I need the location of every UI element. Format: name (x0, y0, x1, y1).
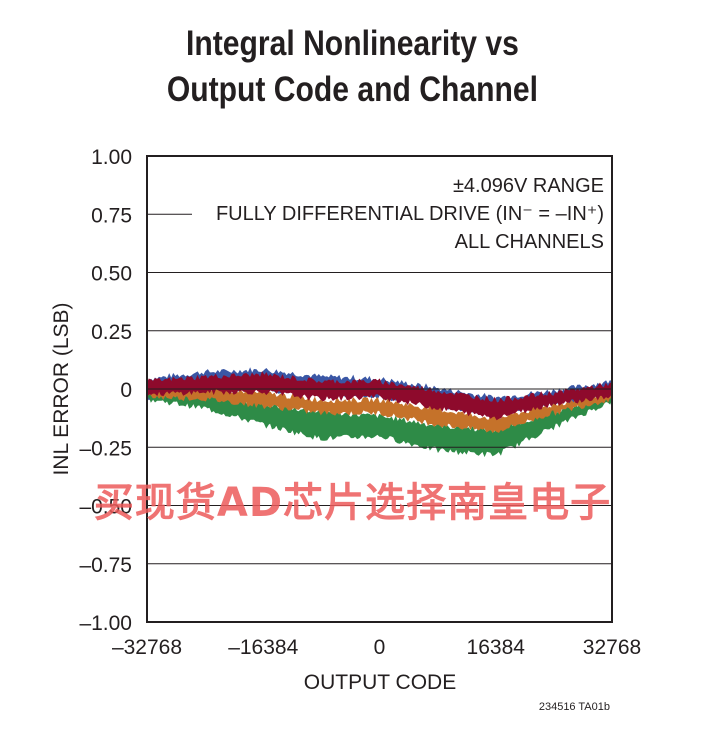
y-tick-label: –0.50 (79, 496, 132, 519)
y-tick-label: 0 (120, 379, 132, 402)
gridlines (147, 213, 612, 565)
x-tick-label: 0 (374, 636, 386, 659)
series-bands (146, 367, 613, 458)
chart-title-line-2: Output Code and Channel (166, 70, 539, 109)
y-tick-label: 1.00 (91, 146, 132, 169)
annotation-line-3: ALL CHANNELS (455, 231, 604, 253)
x-tick-label: 16384 (467, 636, 526, 659)
y-axis-label: INL ERROR (LSB) (50, 302, 73, 475)
y-tick-label: –1.00 (79, 612, 132, 635)
plot-frame (146, 155, 613, 623)
y-tick-label: –0.75 (79, 554, 132, 577)
y-tick-labels: 1.00 0.75 0.50 0.25 0 –0.25 –0.50 –0.75 –1.00 (79, 146, 132, 635)
watermark-text: 买现货AD芯片选择南皇电子 (93, 480, 612, 526)
annotation-line-2: FULLY DIFFERENTIAL DRIVE (IN⁻ = –IN⁺) (216, 203, 604, 225)
chart-title-line-1: Integral Nonlinearity vs (185, 24, 519, 63)
x-tick-label: –32768 (112, 636, 182, 659)
x-tick-label: –16384 (228, 636, 298, 659)
annotation-line-1: ±4.096V RANGE (453, 175, 604, 197)
x-tick-label: 32768 (583, 636, 641, 659)
y-tick-label: –0.25 (79, 437, 132, 460)
figure-id: 234516 TA01b (539, 701, 610, 713)
x-axis-label: OUTPUT CODE (304, 671, 456, 694)
x-tick-labels: –32768 –16384 0 16384 32768 (112, 636, 641, 659)
y-tick-label: 0.50 (91, 263, 132, 286)
y-tick-label: 0.75 (91, 204, 132, 227)
y-tick-label: 0.25 (91, 321, 132, 344)
